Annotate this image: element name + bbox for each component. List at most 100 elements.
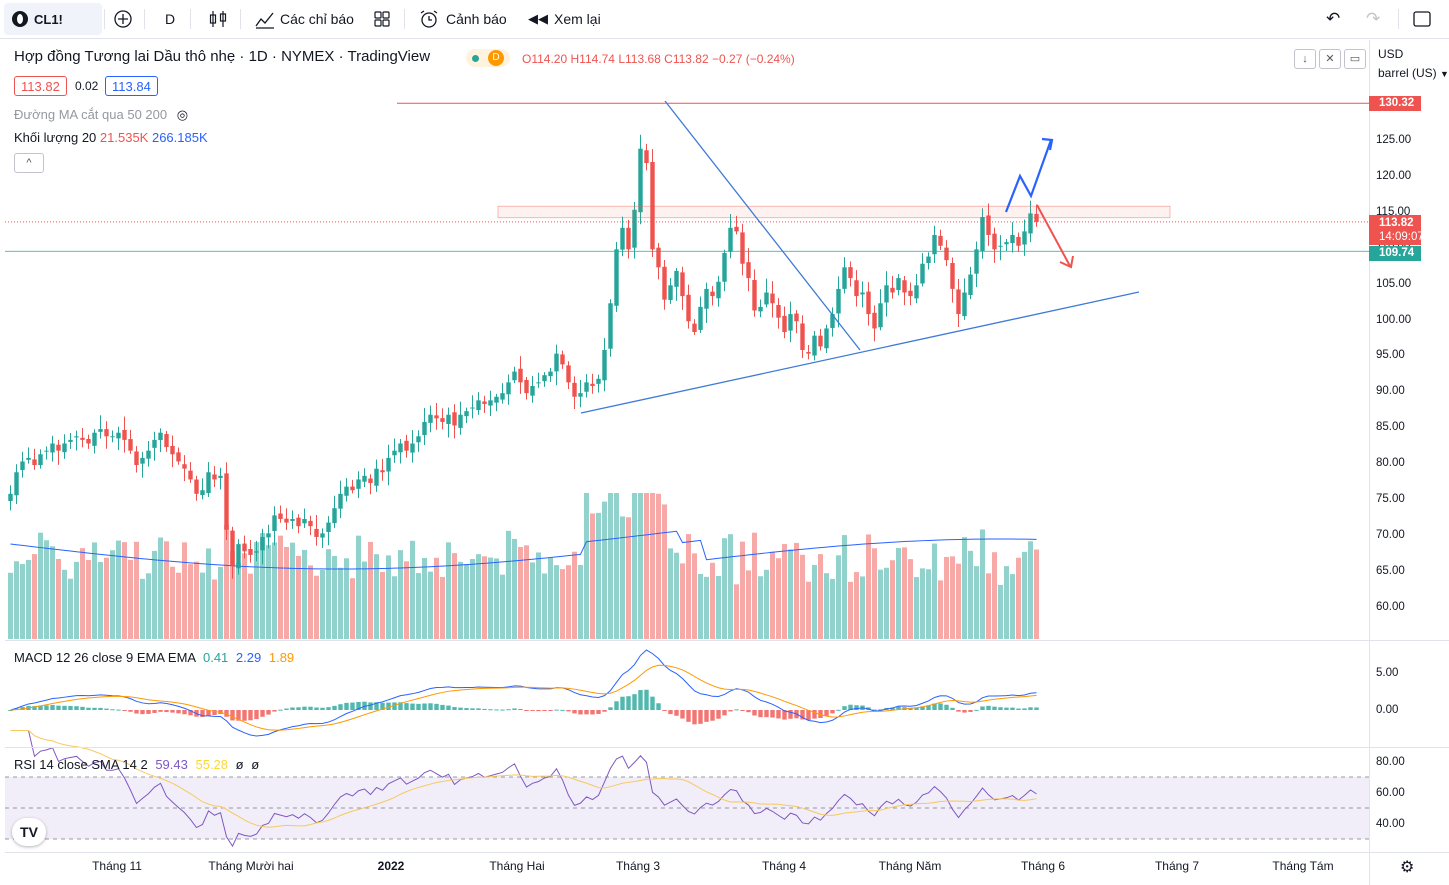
volume-bar [470, 558, 475, 639]
eye-hidden-icon[interactable]: ◎ [176, 107, 189, 122]
volume-bar [374, 554, 379, 639]
macd-histogram-bar [434, 703, 439, 710]
candle-body [128, 439, 133, 451]
candle-body [8, 493, 13, 501]
volume-bar [296, 555, 301, 639]
currency-label[interactable]: USD [1378, 47, 1404, 61]
volume-bar [140, 578, 145, 639]
market-status-badge[interactable]: D [466, 49, 510, 67]
volume-bar [440, 576, 445, 639]
volume-legend[interactable]: Khối lượng 20 21.535K 266.185K [14, 130, 208, 145]
spread-value: 0.02 [75, 79, 99, 93]
interval-button[interactable]: D [165, 0, 175, 38]
candle-body [830, 314, 835, 328]
macd-histogram-bar [602, 710, 607, 712]
rsi-legend[interactable]: RSI 14 close SMA 14 2 59.43 55.28 ø ø [14, 757, 259, 772]
macd-histogram-bar [152, 710, 157, 713]
macd-histogram-bar [818, 710, 823, 718]
candle-body [104, 429, 109, 437]
macd-histogram-bar [578, 710, 583, 715]
replay-button[interactable]: ◀◀ Xem lại [528, 0, 601, 38]
grid-icon [374, 11, 390, 27]
candle-body [236, 544, 241, 569]
macd-signal-value: 1.89 [268, 650, 295, 665]
bid-price[interactable]: 113.82 [14, 76, 67, 96]
candle-body [44, 450, 49, 452]
volume-bar [968, 550, 973, 639]
candle-body [944, 247, 949, 261]
macd-histogram-bar [842, 706, 847, 710]
pane-separator[interactable] [5, 640, 1449, 641]
macd-histogram-bar [536, 710, 541, 712]
candle-body [116, 432, 121, 439]
candle-body [860, 292, 865, 295]
macd-histogram-bar [734, 709, 739, 711]
volume-bar [830, 578, 835, 639]
fullscreen-button[interactable] [1412, 0, 1432, 38]
ohlc-open: O114.20 [522, 52, 568, 66]
layouts-button[interactable] [372, 0, 392, 38]
undo-button[interactable]: ↶ [1326, 0, 1340, 38]
collapse-legend-button[interactable]: ^ [14, 153, 44, 173]
candle-body [392, 450, 397, 456]
redo-button[interactable]: ↷ [1366, 0, 1380, 38]
collapse-pane-button[interactable]: ✕ [1319, 49, 1341, 69]
volume-bar [980, 529, 985, 639]
macd-histogram-bar [668, 710, 673, 715]
volume-bar [734, 584, 739, 639]
macd-legend[interactable]: MACD 12 26 close 9 EMA EMA 0.41 2.29 1.8… [14, 650, 294, 665]
candle-body [152, 439, 157, 448]
tradingview-logo[interactable]: TV [12, 818, 46, 846]
volume-bar [590, 513, 595, 639]
volume-bar [1016, 557, 1021, 639]
volume-bar [200, 572, 205, 639]
macd-histogram-bar [614, 701, 619, 710]
volume-bar [68, 578, 73, 639]
move-pane-down-button[interactable]: ↓ [1294, 49, 1316, 69]
candle-body [998, 245, 1003, 247]
indicators-button[interactable]: Các chỉ báo [254, 0, 354, 38]
ma-cross-legend[interactable]: Đường MA cắt qua 50 200 ◎ [14, 107, 188, 123]
time-tick: Tháng 4 [761, 859, 807, 873]
settings-gear-icon[interactable]: ⚙ [1400, 859, 1415, 876]
volume-bar [932, 543, 937, 639]
macd-histogram-bar [566, 710, 571, 712]
volume-bar [164, 541, 169, 639]
macd-histogram-bar [206, 710, 211, 716]
candle-body [338, 493, 343, 509]
ask-price[interactable]: 113.84 [105, 76, 158, 96]
macd-histogram-bar [464, 708, 469, 710]
chart-type-button[interactable] [208, 0, 228, 38]
macd-histogram-bar [662, 710, 667, 711]
macd-histogram-bar [686, 710, 691, 722]
macd-histogram-bar [908, 707, 913, 710]
time-tick: 2022 [377, 859, 405, 873]
alerts-button[interactable]: Cảnh báo [418, 0, 507, 38]
candle-body [890, 287, 895, 293]
volume-bar [302, 549, 307, 639]
volume-bar [878, 569, 883, 639]
volume-bar [368, 541, 373, 639]
volume-bar [20, 564, 25, 639]
candle-body [824, 328, 829, 349]
pane-separator[interactable] [5, 747, 1449, 748]
macd-histogram-bar [134, 710, 139, 714]
macd-histogram-bar [446, 705, 451, 710]
volume-bar [758, 576, 763, 639]
indicators-icon [255, 12, 274, 29]
support-trendline [580, 291, 1140, 414]
unit-selector[interactable]: barrel (US) ▼ [1378, 66, 1449, 80]
volume-bar [752, 532, 757, 639]
maximize-pane-button[interactable]: ▭ [1344, 49, 1366, 69]
macd-histogram-bar [404, 703, 409, 710]
chevron-up-icon: ^ [26, 157, 32, 169]
candle-body [422, 421, 427, 436]
macd-histogram-bar [824, 710, 829, 716]
price-tick: 75.00 [1376, 493, 1405, 505]
rsi-sma-line [10, 730, 1037, 828]
macd-histogram-bar [182, 710, 187, 715]
symbol-search-button[interactable]: CL1! [4, 3, 102, 35]
resistance-zone [497, 205, 1171, 219]
add-symbol-button[interactable] [113, 0, 133, 38]
